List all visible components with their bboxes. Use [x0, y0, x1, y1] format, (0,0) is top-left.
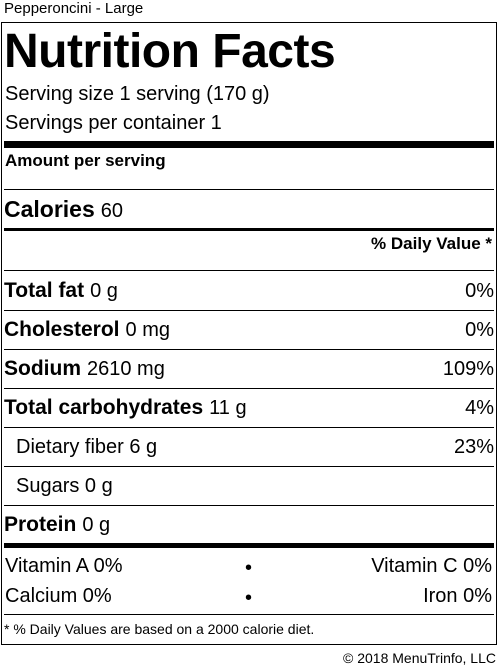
thick-divider [4, 543, 494, 548]
divider [4, 388, 494, 389]
nutrient-row-protein: Protein 0 g [4, 506, 494, 544]
amount-per-serving: Amount per serving [5, 151, 166, 170]
divider [4, 466, 494, 467]
label-title: Nutrition Facts [4, 25, 336, 78]
nutrient-amount: 2610 mg [87, 358, 165, 380]
nutrient-amount: 11 g [209, 397, 247, 419]
daily-value-header: % Daily Value * [371, 234, 492, 253]
calcium: Calcium 0% [5, 585, 112, 607]
nutrient-name: Sugars 0 g [16, 474, 113, 497]
nutrient-row-total-carbohydrates: Total carbohydrates 11 g 4% [4, 389, 494, 427]
vitamin-c: Vitamin C 0% [371, 555, 492, 577]
nutrient-amount: 0 g [90, 280, 118, 302]
divider [4, 270, 494, 271]
iron: Iron 0% [423, 585, 492, 607]
thick-divider [4, 141, 494, 148]
divider [4, 349, 494, 350]
nutrient-name: Sodium [4, 357, 81, 380]
servings-per-container: Servings per container 1 [5, 112, 222, 134]
nutrition-label [1, 22, 497, 645]
nutrient-name: Protein [4, 513, 77, 536]
divider [4, 189, 494, 190]
product-name: Pepperoncini - Large [4, 0, 144, 17]
nutrient-row-sodium: Sodium 2610 mg 109% [4, 350, 494, 388]
nutrient-row-sugars: Sugars 0 g [4, 467, 494, 505]
vitamin-a: Vitamin A 0% [5, 555, 123, 577]
nutrient-dv: 0% [465, 318, 494, 341]
bullet-separator: • [245, 587, 253, 609]
nutrient-amount: 0 mg [125, 319, 170, 341]
nutrient-name: Cholesterol [4, 318, 120, 341]
nutrient-name: Dietary fiber 6 g [16, 435, 158, 458]
nutrient-name: Total fat [4, 279, 85, 302]
calories-row: Calories 60 [4, 190, 494, 228]
nutrient-amount: 0 g [82, 514, 111, 536]
nutrient-row-cholesterol: Cholesterol 0 mg 0% [4, 311, 494, 349]
divider [4, 427, 494, 428]
calories-label: Calories [4, 195, 95, 222]
serving-size: Serving size 1 serving (170 g) [5, 83, 270, 105]
nutrient-dv: 23% [453, 435, 494, 458]
medium-divider [4, 228, 494, 231]
nutrient-dv: 4% [465, 396, 494, 419]
nutrient-name: Total carbohydrates [4, 396, 204, 419]
bullet-separator: • [245, 557, 253, 579]
nutrient-dv: 0% [465, 279, 494, 302]
nutrient-dv: 109% [442, 357, 494, 380]
divider [4, 614, 494, 615]
calories-value: 60 [100, 199, 124, 222]
nutrient-row-dietary-fiber: Dietary fiber 6 g 23% [4, 428, 494, 466]
nutrient-row-total-fat: Total fat 0 g 0% [4, 272, 494, 310]
copyright: © 2018 MenuTrinfo, LLC [343, 650, 496, 666]
footnote: * % Daily Values are based on a 2000 cal… [4, 621, 315, 637]
divider [4, 505, 494, 506]
divider [4, 310, 494, 311]
